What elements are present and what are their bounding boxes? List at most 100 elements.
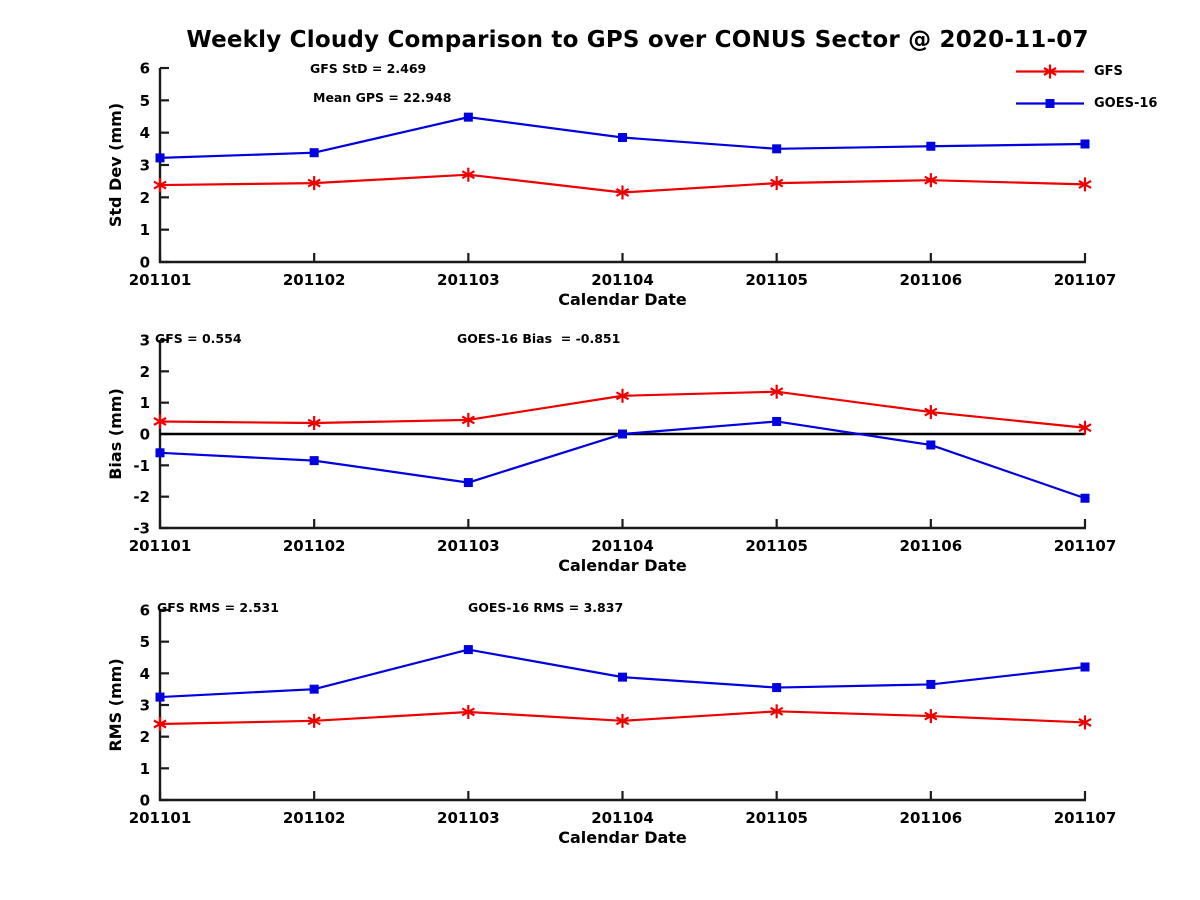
gfs-star-spoke	[461, 415, 475, 425]
goes-16-square-marker	[155, 692, 165, 702]
rms-x-tick-label: 201104	[591, 809, 654, 827]
gfs-line-marker-icon	[1016, 64, 1084, 79]
rms-y-tick-label: 1	[140, 760, 150, 778]
gfs-star-spoke	[770, 178, 784, 188]
stddev-x-tick-label: 201103	[437, 271, 500, 289]
gfs-star-marker	[307, 176, 321, 191]
gfs-star-marker	[1078, 177, 1092, 192]
stddev-x-tick-label: 201106	[900, 271, 963, 289]
gfs-star-marker	[1078, 420, 1092, 435]
rms-annotation-0: GFS RMS = 2.531	[157, 600, 279, 615]
bias-x-tick-label: 201103	[437, 537, 500, 555]
rms-y-tick-label: 5	[140, 633, 150, 651]
rms-y-tick-label: 3	[140, 697, 150, 715]
gfs-star-spoke	[307, 178, 321, 188]
gfs-star-marker	[615, 185, 630, 200]
gfs-star-spoke	[153, 180, 167, 190]
goes-16-square-marker	[309, 456, 319, 466]
gfs-star-spoke	[615, 188, 630, 197]
stddev-annotation-1: Mean GPS = 22.948	[313, 90, 451, 105]
gfs-star-spoke	[615, 716, 630, 726]
gfs-legend-star-spoke	[1043, 67, 1057, 76]
rms-y-tick-label: 6	[140, 602, 150, 620]
goes16-line-marker-icon	[1016, 99, 1084, 108]
legend: GFS GOES-16	[1014, 62, 1157, 113]
goes-16-square-marker	[772, 683, 782, 693]
bias-x-axis-title: Calendar Date	[558, 556, 687, 575]
goes-16-square-marker	[618, 672, 627, 682]
stddev-x-tick-label: 201105	[745, 271, 808, 289]
bias-y-axis-title: Bias (mm)	[106, 388, 125, 480]
legend-label-goes16: GOES-16	[1094, 96, 1158, 111]
goes-16-square-marker	[926, 141, 936, 151]
gfs-star-spoke	[153, 719, 167, 729]
stddev-y-tick-label: 4	[140, 124, 150, 142]
gfs-star-marker	[615, 388, 630, 403]
gfs-star-marker	[461, 412, 475, 427]
bias-x-tick-label: 201105	[745, 537, 808, 555]
stddev-x-tick-label: 201107	[1054, 271, 1117, 289]
gfs-star-marker	[1078, 715, 1092, 730]
goes-16-square-marker	[309, 684, 319, 694]
stddev-x-tick-label: 201101	[129, 271, 192, 289]
gfs-star-spoke	[924, 711, 938, 721]
gfs-star-marker	[153, 414, 167, 429]
gfs-star-spoke	[615, 391, 630, 401]
legend-label-gfs: GFS	[1094, 64, 1123, 79]
gfs-star-spoke	[1078, 423, 1092, 433]
bias-y-tick-label: -3	[133, 520, 150, 538]
rms-x-tick-label: 201101	[129, 809, 192, 827]
stddev-y-tick-label: 3	[140, 157, 150, 175]
gfs-star-marker	[307, 416, 321, 431]
goes-16-square-marker	[618, 429, 627, 439]
rms-y-axis-title: RMS (mm)	[106, 658, 125, 751]
rms-subplot: 0 1 2 3 4 5 6 201101 201102 201103 201104 201105 201…	[106, 600, 1117, 847]
goes-16-square-marker	[618, 133, 627, 143]
stddev-y-tick-label: 2	[140, 189, 150, 207]
goes-16-square-marker	[155, 448, 165, 458]
goes-16-square-marker	[463, 645, 473, 655]
goes-16-legend-square-marker	[1045, 99, 1055, 108]
goes-16-square-marker	[772, 144, 782, 154]
rms-x-tick-label: 201107	[1054, 809, 1117, 827]
goes-16-square-marker	[926, 679, 936, 689]
rms-x-tick-label: 201102	[283, 809, 346, 827]
gfs-star-marker	[770, 704, 784, 719]
rms-y-tick-label: 0	[140, 792, 150, 810]
gfs-star-marker	[924, 709, 938, 724]
gfs-star-marker	[615, 713, 630, 728]
stddev-subplot: 0 1 2 3 4 5 6 201101 201102 201103 201104 201105 201…	[106, 60, 1117, 310]
stddev-y-tick-label: 6	[140, 60, 150, 78]
rms-x-tick-label: 201105	[745, 809, 808, 827]
legend-item-goes16: GOES-16	[1014, 94, 1157, 113]
bias-x-tick-label: 201104	[591, 537, 654, 555]
gfs-star-spoke	[461, 707, 475, 717]
bias-x-tick-label: 201101	[129, 537, 192, 555]
bias-y-tick-label: 1	[140, 394, 150, 412]
bias-x-tick-label: 201102	[283, 537, 346, 555]
gfs-star-spoke	[770, 706, 784, 716]
rms-x-tick-label: 201106	[900, 809, 963, 827]
stddev-y-axis-title: Std Dev (mm)	[106, 103, 125, 227]
stddev-y-tick-label: 5	[140, 92, 150, 110]
gfs-star-marker	[924, 173, 938, 188]
legend-item-gfs: GFS	[1014, 62, 1157, 81]
goes-16-square-marker	[772, 416, 782, 426]
gfs-star-marker	[924, 405, 938, 420]
bias-annotation-0: GFS = 0.554	[155, 331, 242, 346]
bias-y-tick-label: -2	[133, 488, 150, 506]
gfs-star-spoke	[924, 175, 938, 185]
goes-16-square-marker	[1080, 139, 1090, 149]
stddev-x-axis-title: Calendar Date	[558, 290, 687, 309]
stddev-x-tick-label: 201102	[283, 271, 346, 289]
goes-16-square-marker	[1080, 493, 1090, 503]
goes-16-square-marker	[309, 148, 319, 158]
gfs-star-marker	[461, 704, 475, 719]
gfs-star-marker	[461, 167, 475, 182]
goes-16-square-marker	[926, 440, 936, 450]
rms-x-axis-title: Calendar Date	[558, 828, 687, 847]
bias-y-tick-label: -1	[133, 457, 150, 475]
gfs-star-marker	[153, 178, 167, 193]
goes-16-square-marker	[155, 153, 165, 163]
stddev-y-tick-label: 1	[140, 221, 150, 239]
